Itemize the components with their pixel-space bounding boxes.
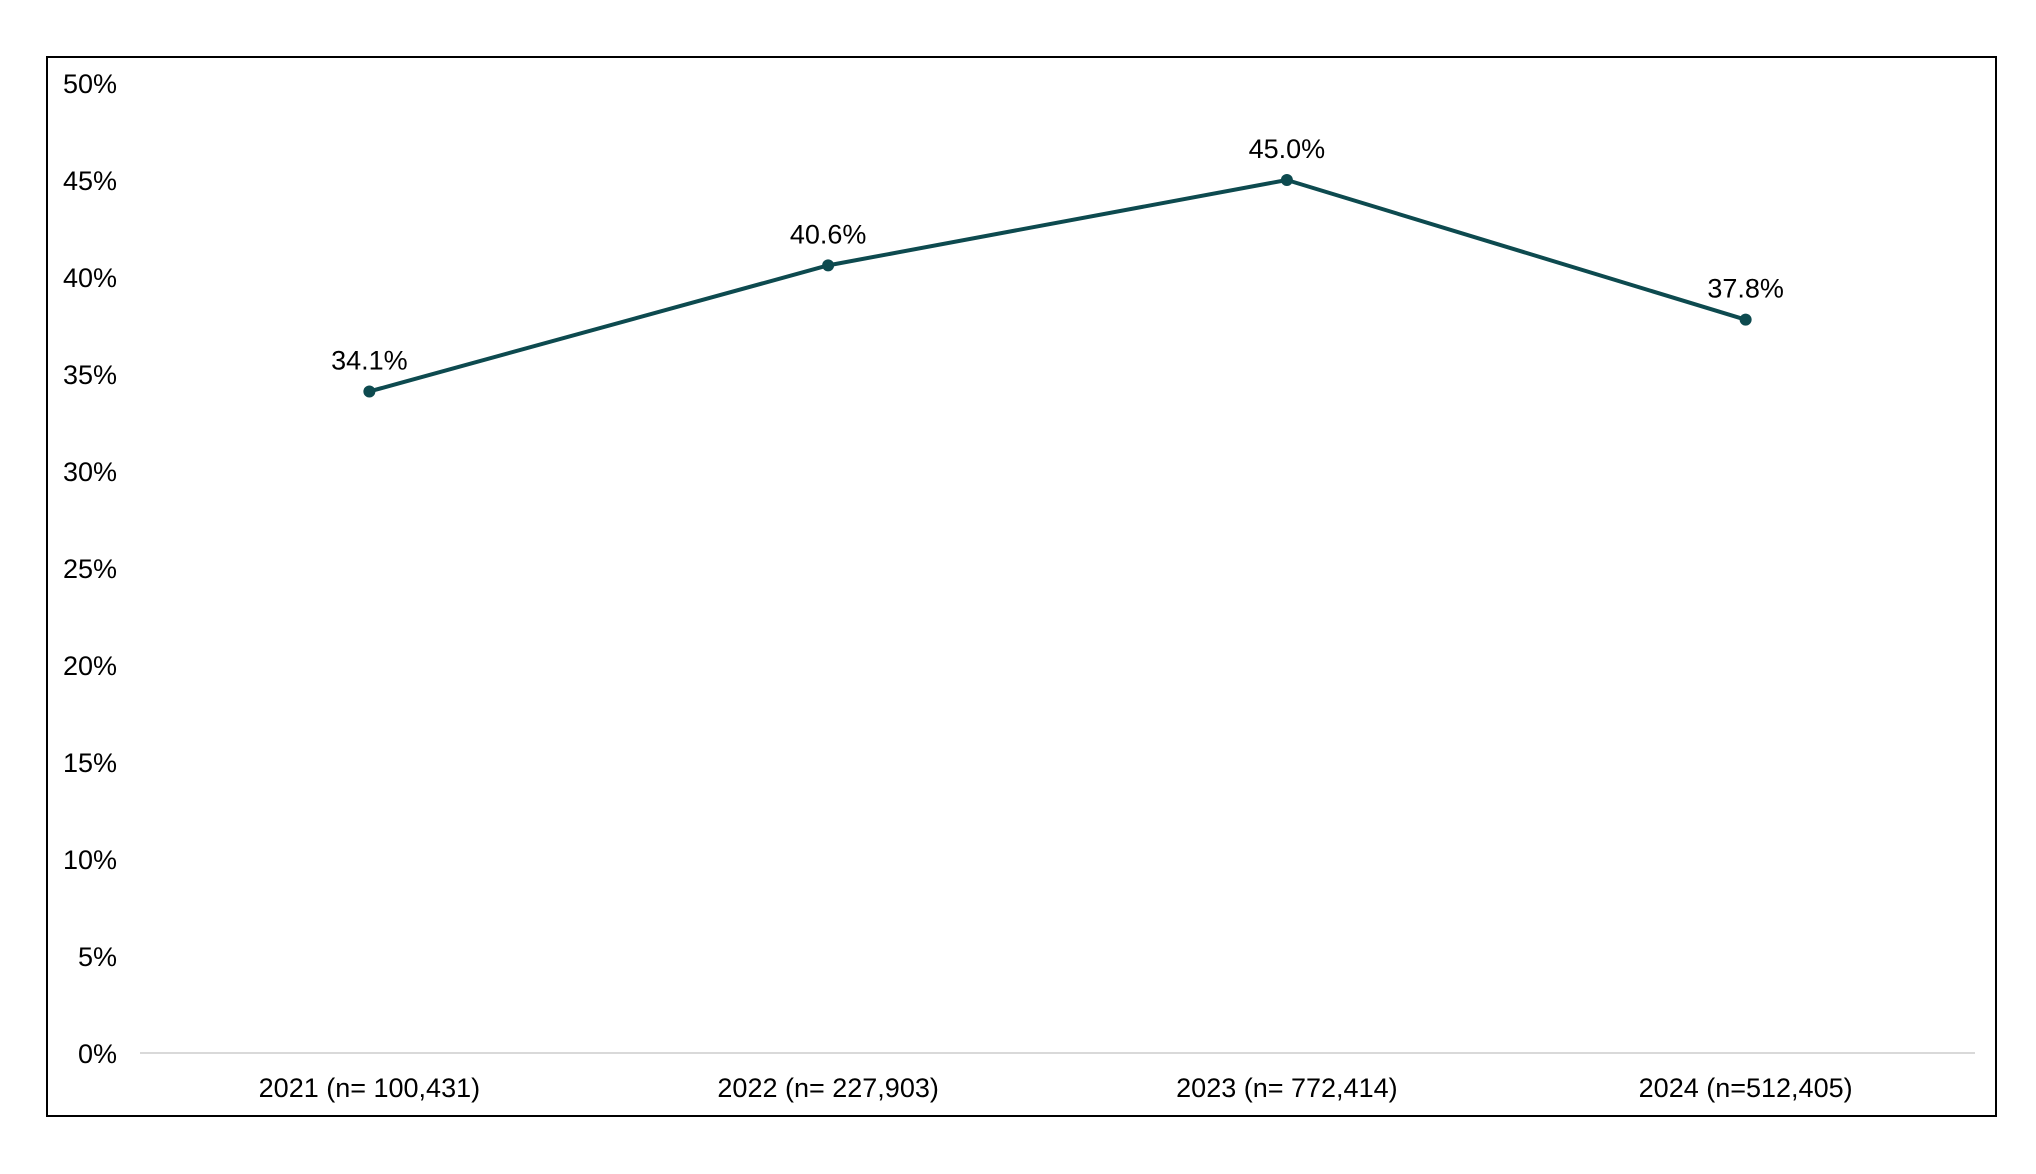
x-tick-label: 2021 (n= 100,431) (259, 1073, 480, 1103)
y-tick-label: 20% (63, 651, 117, 681)
y-tick-label: 15% (63, 748, 117, 778)
series-line (367, 178, 1748, 394)
data-point (822, 259, 835, 272)
x-tick-label: 2023 (n= 772,414) (1176, 1073, 1397, 1103)
y-tick-label: 40% (63, 263, 117, 293)
data-label: 34.1% (331, 345, 408, 375)
data-label: 40.6% (790, 219, 867, 249)
data-point (1280, 174, 1293, 186)
y-tick-label: 0% (78, 1039, 117, 1069)
data-label: 37.8% (1707, 274, 1784, 304)
data-point (363, 385, 376, 398)
y-tick-label: 10% (63, 845, 117, 875)
x-tick-label: 2022 (n= 227,903) (717, 1073, 938, 1103)
data-point (1739, 313, 1752, 326)
y-tick-label: 35% (63, 360, 117, 390)
y-tick-label: 25% (63, 554, 117, 584)
data-labels: 34.1% 40.6% 45.0% 37.8% (331, 134, 1784, 375)
series-layer (363, 174, 1752, 398)
x-axis: 2021 (n= 100,431) 2022 (n= 227,903) 2023 (… (140, 1052, 1975, 1103)
data-label: 45.0% (1249, 134, 1326, 164)
y-tick-label: 30% (63, 457, 117, 487)
y-tick-label: 5% (78, 942, 117, 972)
y-tick-label: 45% (63, 166, 117, 196)
x-tick-label: 2024 (n=512,405) (1639, 1073, 1853, 1103)
y-tick-label: 50% (63, 69, 117, 99)
y-axis: 0% 5% 10% 15% 20% 25% 30% 35% 40% 45% 50% (63, 69, 117, 1069)
chart-frame (46, 56, 1997, 1117)
